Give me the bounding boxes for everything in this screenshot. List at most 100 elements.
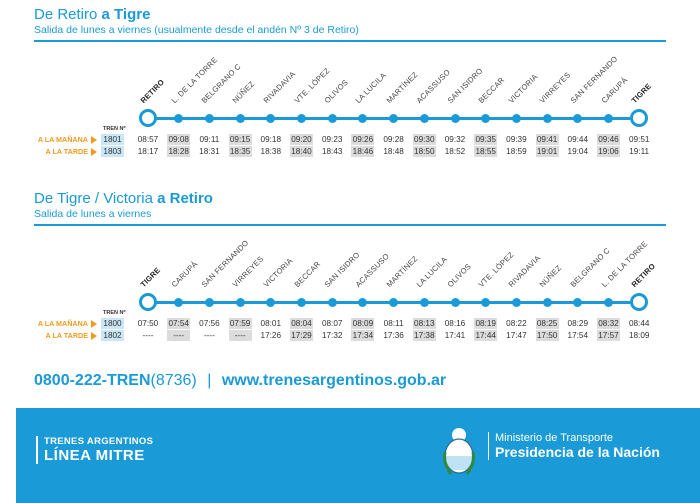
section2-time-cell: 08:09 <box>351 318 375 329</box>
section2-time-cell: 08:16 <box>444 319 466 328</box>
ministry-line1: Ministerio de Transporte <box>495 432 613 444</box>
section1-time-cell: 18:55 <box>474 146 498 157</box>
section1-station-dot <box>266 114 276 123</box>
website-link[interactable]: www.trenesargentinos.gob.ar <box>221 372 447 389</box>
phone-number[interactable]: 0800-222-TREN <box>34 372 151 389</box>
section2-time-cell: ---- <box>228 330 252 341</box>
section1-time-cell: 09:32 <box>444 135 466 144</box>
section2-station-dot <box>604 298 613 307</box>
section1-time-cell: 19:01 <box>535 146 559 157</box>
section1-time-cell: 09:41 <box>535 134 559 145</box>
section1-time-cell: 09:11 <box>199 135 220 144</box>
arrow-right-icon <box>91 135 97 144</box>
section2-title: De Tigre / Victoria a Retiro <box>34 190 213 207</box>
section1-rule <box>34 40 666 42</box>
section2-station-label: LA LUCILA <box>414 254 450 289</box>
section1-time-cell: 18:40 <box>290 146 313 157</box>
section1-station-dot <box>235 114 245 123</box>
section2-time-cell: 17:38 <box>412 330 436 341</box>
brand-line2: LÍNEA MITRE <box>44 447 145 464</box>
section1-station-dot <box>511 114 521 123</box>
section2-station-dot <box>389 298 399 307</box>
section2-time-cell: 17:34 <box>351 330 375 341</box>
section2-title-from: De Tigre / Victoria <box>34 190 153 207</box>
contact-separator: | <box>207 372 212 389</box>
section1-station-dot <box>542 114 552 123</box>
section2-time-cell: 08:11 <box>383 319 404 328</box>
section2-terminal-dot <box>139 293 157 311</box>
section2-time-cell: 17:47 <box>506 331 527 340</box>
section2-time-cell: 17:29 <box>290 330 313 341</box>
arrow-right-icon <box>91 147 97 156</box>
section1-station-dot <box>204 114 214 123</box>
section2-station-dot <box>573 298 583 307</box>
section2-station-dot <box>419 298 429 307</box>
section2-time-cell: 17:57 <box>597 330 620 341</box>
section1-time-cell: 18:50 <box>412 146 436 157</box>
section2-time-cell: 17:26 <box>260 331 282 340</box>
section1-time-cell: 18:28 <box>167 146 191 157</box>
section2-station-label: OLIVOS <box>445 261 473 289</box>
section1-row-label: A LA TARDE <box>45 147 88 156</box>
ministry-line2: Presidencia de la Nación <box>495 444 660 460</box>
phone-digits: (8736) <box>150 372 197 389</box>
section1-station-dot <box>358 114 368 123</box>
section1-station-dot <box>450 114 460 123</box>
section1-station-dot <box>174 114 184 123</box>
arrow-right-icon <box>91 331 97 340</box>
section1-time-cell: 18:17 <box>137 147 159 156</box>
section1-title-to: a Tigre <box>101 6 151 23</box>
section2-station-label: NÚÑEZ <box>537 263 564 289</box>
section1-time-cell: 18:43 <box>321 147 343 156</box>
section2-time-cell: 17:32 <box>321 331 343 340</box>
section1-station-label: MARTÍNEZ <box>384 70 420 105</box>
section1-time-cell: 09:28 <box>383 135 404 144</box>
section2-time-cell: 08:19 <box>474 318 498 329</box>
section2-station-dot <box>174 298 184 307</box>
section2-time-cell: ---- <box>203 331 215 340</box>
section1-time-cell: 18:35 <box>228 146 252 157</box>
section1-time-cell: 18:31 <box>199 147 220 156</box>
section1-train-number: 1801 <box>101 134 124 145</box>
section2-station-dot <box>327 298 337 307</box>
section1-subtitle: Salida de lunes a viernes (usualmente de… <box>34 24 359 36</box>
section2-terminal-dot <box>630 293 649 311</box>
section1-time-cell: 09:15 <box>228 134 252 145</box>
section1-time-cell: 19:11 <box>629 147 650 156</box>
section2-station-dot <box>235 298 245 307</box>
section2-station-label: TIGRE <box>138 265 163 289</box>
section2-train-header: TREN Nº <box>103 310 126 316</box>
section2-time-cell: 18:09 <box>628 331 650 340</box>
section1-station-label: CARUPÁ <box>599 75 629 105</box>
section1-time-cell: 18:38 <box>260 147 282 156</box>
section1-time-cell: 18:52 <box>444 147 466 156</box>
section2-row-label: A LA TARDE <box>45 331 88 340</box>
section2-time-cell: 17:50 <box>535 330 559 341</box>
national-shield-icon <box>443 428 475 475</box>
section2-time-cell: 07:54 <box>167 318 191 329</box>
section2-station-label: BECCAR <box>292 259 322 289</box>
section1-time-cell: 09:18 <box>260 135 282 144</box>
section2-time-cell: 07:56 <box>199 319 220 328</box>
section2-time-cell: 08:13 <box>412 318 436 329</box>
section2-time-cell: ---- <box>167 330 191 341</box>
section2-time-cell: 08:29 <box>567 319 589 328</box>
section2-time-cell: 17:41 <box>444 331 466 340</box>
section1-station-dot <box>297 114 306 123</box>
section2-station-dot <box>511 298 521 307</box>
section1-terminal-dot <box>630 109 649 127</box>
section2-station-dot <box>481 298 491 307</box>
section2-train-number: 1800 <box>101 318 124 329</box>
ministry-block: Ministerio de Transporte Presidencia de … <box>488 432 660 460</box>
section1-station-dot <box>573 114 583 123</box>
footer-banner: TRENES ARGENTINOS LÍNEA MITRE Ministerio… <box>16 408 700 503</box>
section1-time-cell: 08:57 <box>137 135 159 144</box>
section1-station-label: VIRREYES <box>537 70 573 105</box>
section1-station-dot <box>327 114 337 123</box>
section1-station-label: TIGRE <box>629 81 654 105</box>
section1-time-cell: 19:04 <box>567 147 589 156</box>
section1-train-number: 1803 <box>101 146 124 157</box>
section1-time-cell: 09:35 <box>474 134 498 145</box>
section1-station-label: RETIRO <box>138 77 167 105</box>
section1-station-label: NÚÑEZ <box>230 79 257 105</box>
